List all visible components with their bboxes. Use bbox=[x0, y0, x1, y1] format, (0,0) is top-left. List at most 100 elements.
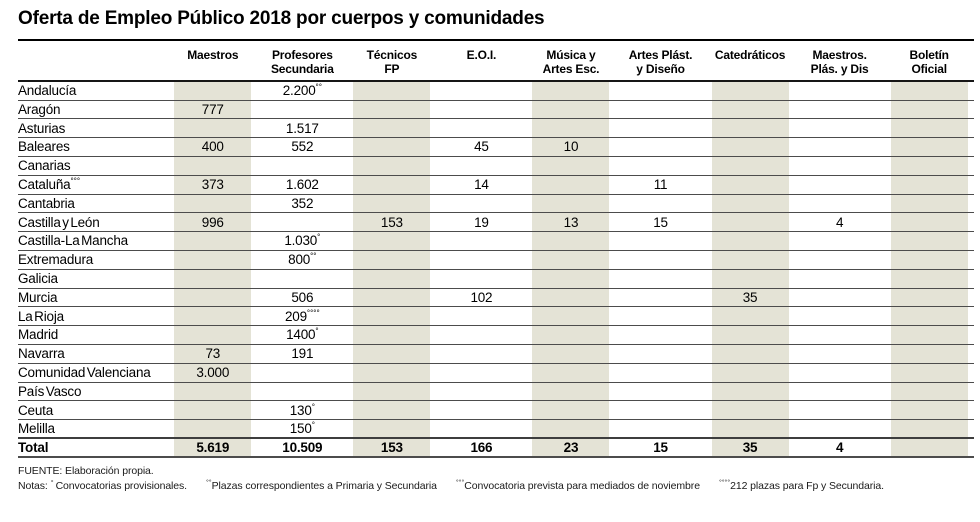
cell-profesores_secundaria: 10.509 bbox=[257, 437, 348, 459]
table-row: Murcia 506 102 35 bbox=[18, 288, 974, 308]
header-boletin-oficial: Boletín Oficial bbox=[884, 41, 974, 83]
cell-tecnicos_fp: 153 bbox=[347, 212, 437, 233]
note-text: 212 plazas para Fp y Secundaria. bbox=[730, 480, 884, 493]
cell-artes_plast_diseno bbox=[615, 382, 706, 402]
table-row: Baleares 400 552 45 10 bbox=[18, 137, 974, 157]
cell-maestros_plas_dis bbox=[794, 175, 885, 195]
cell-catedraticos bbox=[705, 382, 795, 402]
region-label: Cantabria bbox=[18, 194, 168, 214]
cell-eoi bbox=[436, 156, 527, 176]
cell-maestros bbox=[168, 382, 258, 402]
value-sup: ° bbox=[311, 420, 315, 430]
cell-maestros: 5.619 bbox=[168, 437, 258, 459]
table-row: Melilla 150° bbox=[18, 419, 974, 439]
cell-maestros: 373 bbox=[168, 175, 258, 195]
table-row: Cataluña°°° 373 1.602 14 11 bbox=[18, 175, 974, 195]
header-artes-plast-diseno: Artes Plást. y Diseño bbox=[615, 41, 706, 83]
cell-boletin_oficial bbox=[884, 250, 974, 270]
cell-boletin_oficial bbox=[884, 288, 974, 308]
cell-catedraticos bbox=[705, 325, 795, 345]
cell-maestros_plas_dis bbox=[794, 250, 885, 270]
data-table: Maestros Profesores Secundaria Técnicos … bbox=[18, 41, 974, 459]
cell-artes_plast_diseno bbox=[615, 344, 706, 364]
cell-maestros bbox=[168, 419, 258, 439]
cell-eoi: 19 bbox=[436, 212, 527, 233]
cell-boletin_oficial bbox=[884, 156, 974, 176]
cell-eoi bbox=[436, 382, 527, 402]
cell-catedraticos bbox=[705, 118, 795, 139]
cell-eoi bbox=[436, 344, 527, 364]
cell-tecnicos_fp bbox=[347, 137, 437, 157]
cell-tecnicos_fp bbox=[347, 344, 437, 364]
cell-profesores_secundaria bbox=[257, 100, 348, 120]
cell-profesores_secundaria: 352 bbox=[257, 194, 348, 214]
cell-catedraticos bbox=[705, 81, 795, 101]
cell-maestros bbox=[168, 156, 258, 176]
table-row: Madrid 1400° bbox=[18, 325, 974, 345]
cell-musica_artes_esc bbox=[526, 325, 616, 345]
cell-artes_plast_diseno: 15 bbox=[615, 212, 706, 233]
cell-catedraticos bbox=[705, 231, 795, 251]
header-tecnicos-fp: Técnicos FP bbox=[347, 41, 437, 83]
cell-maestros_plas_dis bbox=[794, 156, 885, 176]
cell-maestros bbox=[168, 231, 258, 251]
cell-tecnicos_fp bbox=[347, 81, 437, 101]
cell-boletin_oficial bbox=[884, 81, 974, 101]
cell-tecnicos_fp bbox=[347, 231, 437, 251]
cell-artes_plast_diseno bbox=[615, 250, 706, 270]
region-label: Galicia bbox=[18, 269, 168, 289]
cell-maestros_plas_dis bbox=[794, 344, 885, 364]
cell-profesores_secundaria bbox=[257, 269, 348, 289]
note-item: °°°Convocatoria prevista para mediados d… bbox=[455, 479, 700, 493]
cell-artes_plast_diseno: 11 bbox=[615, 175, 706, 195]
cell-eoi: 166 bbox=[436, 437, 527, 459]
cell-boletin_oficial bbox=[884, 269, 974, 289]
cell-maestros bbox=[168, 118, 258, 139]
cell-profesores_secundaria: 130° bbox=[257, 400, 348, 421]
header-catedraticos: Catedráticos bbox=[705, 41, 795, 83]
table-row: Ceuta 130° bbox=[18, 400, 974, 421]
cell-artes_plast_diseno bbox=[615, 100, 706, 120]
value-sup: ° bbox=[317, 232, 321, 242]
cell-catedraticos: 35 bbox=[705, 437, 795, 459]
cell-eoi bbox=[436, 81, 527, 101]
table-row: Extremadura 800°° bbox=[18, 250, 974, 270]
cell-eoi bbox=[436, 419, 527, 439]
cell-maestros bbox=[168, 400, 258, 421]
cell-profesores_secundaria: 552 bbox=[257, 137, 348, 157]
cell-maestros: 3.000 bbox=[168, 363, 258, 383]
cell-musica_artes_esc bbox=[526, 118, 616, 139]
region-label: La Rioja bbox=[18, 306, 168, 327]
note-sup: °°° bbox=[455, 479, 465, 487]
table-row-total: Total 5.619 10.509 153 166 23 15 35 4 bbox=[18, 437, 974, 459]
cell-eoi: 102 bbox=[436, 288, 527, 308]
cell-tecnicos_fp: 153 bbox=[347, 437, 437, 459]
cell-profesores_secundaria: 1400° bbox=[257, 325, 348, 345]
cell-profesores_secundaria: 1.030° bbox=[257, 231, 348, 251]
cell-boletin_oficial bbox=[884, 306, 974, 327]
cell-eoi: 14 bbox=[436, 175, 527, 195]
cell-musica_artes_esc bbox=[526, 156, 616, 176]
cell-boletin_oficial bbox=[884, 100, 974, 120]
table-row: Galicia bbox=[18, 269, 974, 289]
region-label: Madrid bbox=[18, 325, 168, 345]
cell-boletin_oficial bbox=[884, 231, 974, 251]
cell-tecnicos_fp bbox=[347, 288, 437, 308]
cell-artes_plast_diseno bbox=[615, 81, 706, 101]
cell-boletin_oficial bbox=[884, 212, 974, 233]
region-label: Aragón bbox=[18, 100, 168, 120]
cell-maestros: 777 bbox=[168, 100, 258, 120]
note-sup: °°°° bbox=[718, 479, 731, 487]
cell-boletin_oficial bbox=[884, 363, 974, 383]
cell-eoi bbox=[436, 400, 527, 421]
cell-artes_plast_diseno bbox=[615, 118, 706, 139]
cell-boletin_oficial bbox=[884, 118, 974, 139]
header-row: Maestros Profesores Secundaria Técnicos … bbox=[18, 41, 974, 83]
cell-musica_artes_esc bbox=[526, 269, 616, 289]
note-text: Convocatorias provisionales. bbox=[55, 480, 188, 493]
cell-boletin_oficial bbox=[884, 437, 974, 459]
cell-boletin_oficial bbox=[884, 325, 974, 345]
region-label: País Vasco bbox=[18, 382, 168, 402]
cell-artes_plast_diseno bbox=[615, 137, 706, 157]
cell-eoi bbox=[436, 100, 527, 120]
